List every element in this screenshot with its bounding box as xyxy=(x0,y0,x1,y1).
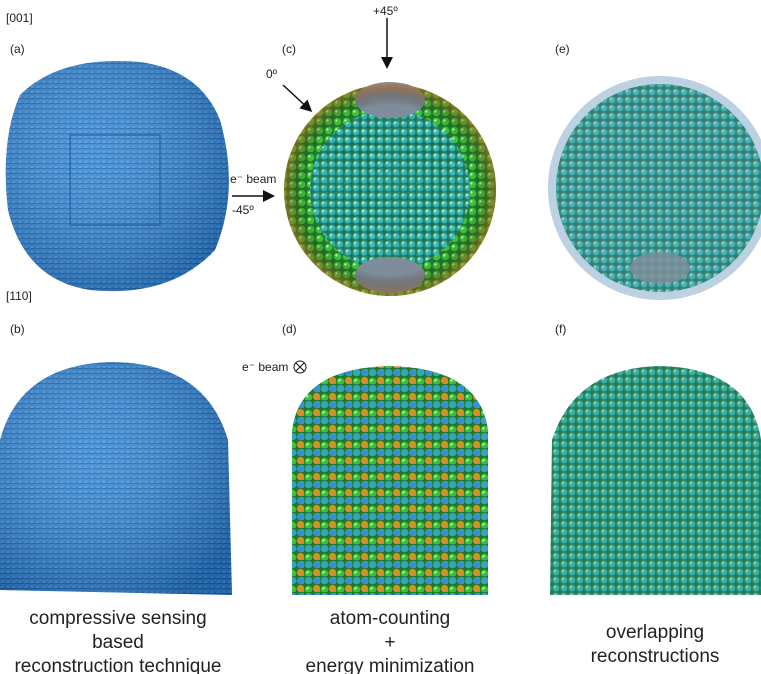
caption: reconstruction technique xyxy=(14,656,221,674)
caption: atom-counting xyxy=(330,608,450,629)
panel-label: (a) xyxy=(10,42,25,56)
panel-d-image xyxy=(292,366,488,595)
panel-label: (e) xyxy=(555,42,570,56)
panel-c-image xyxy=(284,82,496,296)
caption: + xyxy=(384,632,395,653)
panel-a-image xyxy=(5,60,229,292)
panel-label: (d) xyxy=(282,322,297,336)
caption: energy minimization xyxy=(306,656,475,674)
caption: overlapping xyxy=(606,622,704,643)
panel-b-image xyxy=(0,362,232,595)
panel-label: (c) xyxy=(282,42,296,56)
panel-label: (b) xyxy=(10,322,25,336)
panel-label: (f) xyxy=(555,322,566,336)
row-label: [001] xyxy=(6,11,33,25)
beam-into-page xyxy=(293,360,307,374)
panel-e-image xyxy=(548,76,761,300)
arrow-zero xyxy=(282,84,313,113)
angle-label: 0º xyxy=(266,67,278,81)
angle-label: +45º xyxy=(373,4,398,18)
panel-f-image xyxy=(550,366,761,595)
caption: based xyxy=(92,632,144,653)
row-label: [110] xyxy=(6,289,32,303)
angle-label: -45º xyxy=(232,203,254,217)
caption: compressive sensing xyxy=(29,608,206,629)
beam-label: e⁻ beam xyxy=(242,360,288,374)
caption: reconstructions xyxy=(591,646,720,667)
beam-label: e⁻ beam xyxy=(230,172,276,186)
